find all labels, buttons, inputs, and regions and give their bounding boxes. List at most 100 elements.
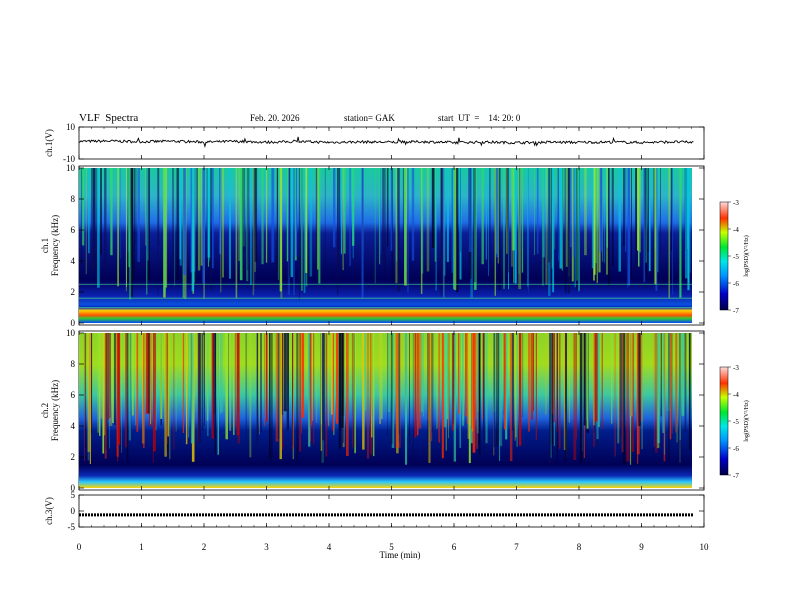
spectrogram-streak — [576, 168, 578, 291]
spectrogram-streak — [249, 333, 252, 458]
spectrogram-streak — [233, 333, 235, 435]
spectrogram-streak — [126, 333, 129, 462]
y-axis-label-line: ch.3(V) — [44, 497, 54, 525]
spectrogram-streak — [599, 168, 603, 252]
spectrogram-streak — [604, 168, 605, 263]
spectrogram-streak — [405, 333, 408, 465]
spectrogram-streak — [637, 333, 639, 464]
spectrogram-streak — [386, 168, 389, 247]
spectrogram-streak — [423, 333, 424, 417]
spectrogram-streak — [565, 168, 568, 267]
spectrogram-streak — [631, 333, 635, 452]
spectrogram-streak — [346, 333, 349, 456]
spectrogram-streak — [465, 333, 468, 417]
spectrogram-streak — [97, 168, 100, 288]
spectrogram-streak — [668, 168, 670, 299]
spectrogram-streak — [265, 333, 268, 422]
spectrogram-streak — [626, 333, 630, 462]
spectrogram-streak — [320, 333, 323, 451]
spectrogram-streak — [509, 333, 513, 462]
spectrogram-streak — [452, 333, 454, 424]
spectrogram-streak — [569, 168, 572, 248]
spectrogram-streak — [559, 168, 562, 269]
spectrogram-streak — [308, 333, 311, 447]
spectrogram-streak — [332, 333, 334, 431]
spectrogram-streak — [617, 333, 620, 444]
x-tick-label: 2 — [202, 542, 207, 552]
spectrogram-streak — [453, 168, 455, 290]
x-tick-label: 9 — [639, 542, 644, 552]
y-tick-label: 0 — [71, 318, 76, 328]
spectrogram-streak — [254, 168, 258, 262]
spectrogram-streak — [217, 333, 219, 455]
spectrogram-streak — [530, 333, 534, 420]
spectrogram-streak — [456, 168, 459, 293]
spectrogram-streak — [349, 168, 351, 267]
spectrogram-streak — [315, 168, 318, 280]
spectrogram-streak — [90, 333, 93, 435]
spectrogram-streak — [618, 168, 621, 272]
colorbar-tick-label: -3 — [733, 364, 739, 372]
spectrogram-streak — [578, 168, 580, 292]
spectrogram-streak — [419, 333, 422, 429]
spectrogram-streak — [420, 168, 423, 294]
spectrogram-streak — [499, 333, 501, 461]
spectrogram-streak — [163, 168, 166, 298]
spectrogram-streak — [160, 333, 163, 419]
spectrogram-streak — [260, 333, 262, 432]
spectrogram-streak — [175, 333, 177, 432]
spectrogram-streak — [228, 333, 229, 437]
spectrogram-streak — [387, 333, 390, 413]
spectrogram-streak — [494, 168, 496, 296]
spectrogram-streak — [128, 168, 130, 268]
spectrogram-streak — [322, 333, 325, 441]
spectrogram-streak — [341, 333, 344, 428]
spectrogram-streak — [511, 333, 514, 431]
colorbar — [719, 201, 729, 311]
spectrogram-streak — [541, 168, 544, 286]
spectrogram-streak — [342, 168, 344, 271]
spectrogram-streak — [164, 333, 167, 457]
spectrogram-streak — [679, 333, 681, 463]
spectrogram-streak — [330, 333, 333, 415]
spectrogram-streak — [136, 333, 139, 432]
spectrogram-streak — [514, 168, 517, 284]
spectrogram-streak — [108, 333, 111, 418]
spectrogram-streak — [482, 333, 484, 421]
spectrogram-streak — [545, 333, 547, 415]
colorbar — [719, 366, 729, 476]
spectrogram-streak — [265, 168, 268, 263]
spectrogram-streak — [528, 333, 530, 432]
spectrogram-streak — [498, 333, 500, 442]
spectrogram-streak — [518, 333, 522, 446]
spectrogram-streak — [542, 168, 545, 258]
spectrogram-streak — [499, 333, 503, 447]
spectrogram-streak — [197, 168, 201, 271]
spectrogram-streak — [628, 168, 631, 286]
spectrogram-streak — [133, 168, 135, 280]
spectrogram-streak — [130, 333, 132, 430]
spectrogram-streak — [643, 168, 646, 283]
spectrogram-streak — [681, 333, 685, 416]
y-tick-label: 10 — [66, 163, 76, 173]
spectrogram-streak — [109, 333, 113, 426]
spectrogram-streak — [97, 333, 100, 433]
spectrogram-streak — [145, 168, 147, 246]
spectrogram-streak — [426, 168, 430, 272]
spectrogram-streak — [667, 333, 670, 412]
spectrogram-streak — [354, 333, 356, 454]
spectrogram-streak — [201, 333, 204, 431]
y-tick-label: 10 — [66, 122, 76, 132]
spectrogram-streak — [468, 333, 471, 464]
spectrogram-streak — [371, 333, 373, 438]
spectrogram-streak — [351, 333, 354, 448]
spectrogram-streak — [100, 333, 103, 419]
spectrogram-streak — [183, 168, 186, 275]
spectrogram-streak — [310, 333, 312, 426]
spectrogram-streak — [551, 333, 555, 414]
spectrogram-streak — [229, 168, 231, 279]
spectrogram-streak — [476, 333, 479, 434]
spectrogram-streak — [167, 333, 169, 437]
spectrogram-streak — [337, 168, 339, 295]
